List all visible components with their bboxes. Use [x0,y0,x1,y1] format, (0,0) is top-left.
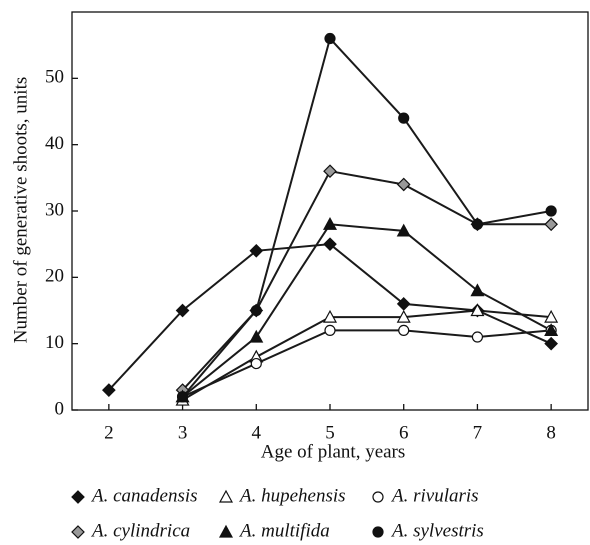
marker [398,324,410,336]
marker [175,303,190,318]
marker [398,112,410,124]
y-tick-label: 30 [45,199,64,220]
legend-text: A. rivularis [390,485,479,506]
marker [71,525,85,539]
marker [372,491,384,503]
marker [218,489,234,503]
marker [250,357,262,370]
marker [324,32,336,45]
legend-text: A. canadensis [90,485,198,506]
legend-text: A. multifida [238,520,330,541]
y-tick-label: 0 [55,398,65,419]
marker [396,177,411,192]
marker [323,164,337,179]
marker [396,309,411,323]
series-line [182,309,552,401]
marker [249,329,264,343]
y-tick-label: 20 [45,266,64,287]
marker [470,303,485,317]
x-tick-label: 8 [546,422,556,443]
y-axis-label: Number of generative shoots, units [10,77,31,343]
marker [544,323,559,336]
marker [471,331,484,343]
x-tick-label: 2 [104,422,114,443]
marker [372,526,384,538]
marker [470,283,485,297]
y-tick-label: 10 [45,332,64,353]
series-line [182,329,552,398]
marker [249,243,264,258]
series-line [181,223,552,398]
marker [71,490,85,504]
x-axis-label: Age of plant, years [261,441,406,462]
marker [322,217,338,230]
legend-text: A. hupehensis [238,485,346,506]
x-tick-label: 3 [178,422,188,443]
marker [544,217,558,232]
plot-frame [71,11,589,411]
marker [322,309,338,323]
legend-text: A. cylindrica [90,520,190,541]
marker [323,237,337,252]
legend-text: A. sylvestris [390,520,484,541]
x-tick-label: 7 [473,422,483,443]
marker [544,309,559,323]
series-line [181,36,552,398]
marker [250,304,262,317]
marker [545,205,557,217]
x-tick-label: 6 [399,422,409,443]
y-tick-label: 40 [45,133,64,154]
marker [396,297,411,311]
marker [544,336,558,351]
x-tick-label: 5 [325,422,335,443]
marker [324,324,336,336]
marker [176,391,189,403]
marker [218,524,234,538]
marker [471,218,484,230]
x-tick-label: 4 [252,422,262,443]
marker [396,223,411,237]
marker [102,383,116,397]
y-tick-label: 50 [45,67,64,88]
series-line [181,170,552,391]
